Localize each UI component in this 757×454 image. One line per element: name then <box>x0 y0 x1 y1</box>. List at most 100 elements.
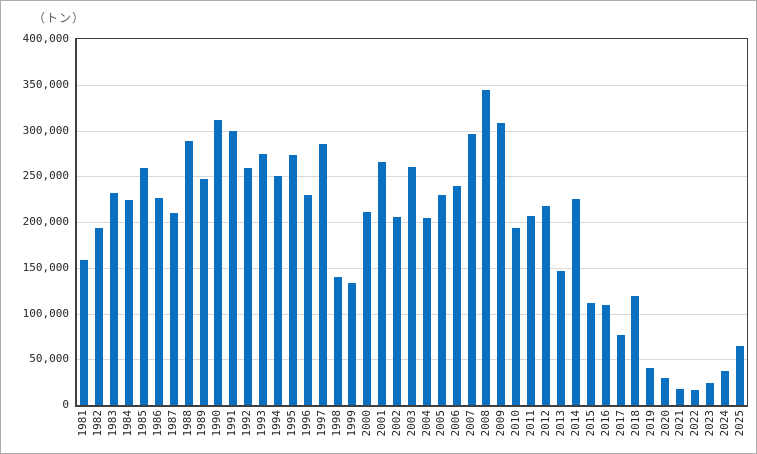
bar-slot <box>613 39 628 405</box>
x-tick-label-2017: 2017 <box>613 410 627 437</box>
bar-slot <box>360 39 375 405</box>
x-tick-slot: 2002 <box>389 410 404 437</box>
bar-slot <box>375 39 390 405</box>
x-tick-slot: 2006 <box>448 410 463 437</box>
bar-slot <box>137 39 152 405</box>
x-tick-slot: 1995 <box>284 410 299 437</box>
bar-slot <box>434 39 449 405</box>
y-tick-label: 150,000 <box>22 260 69 274</box>
x-tick-slot: 2000 <box>359 410 374 437</box>
y-tick-label: 300,000 <box>22 123 69 137</box>
bar-1998 <box>333 276 342 405</box>
x-tick-label-2015: 2015 <box>583 410 597 437</box>
bar-2000 <box>363 211 372 405</box>
x-tick-label-2020: 2020 <box>658 410 672 437</box>
bar-1987 <box>169 212 178 405</box>
y-tick-label: 200,000 <box>22 215 69 228</box>
bar-slot <box>568 39 583 405</box>
x-tick-label-1982: 1982 <box>90 410 104 437</box>
bar-1981 <box>80 260 89 405</box>
x-tick-slot: 2015 <box>583 410 598 437</box>
bar-slot <box>241 39 256 405</box>
x-tick-slot: 1991 <box>224 410 239 437</box>
plot-area <box>75 38 748 407</box>
bar-2001 <box>378 161 387 405</box>
x-tick-slot: 2012 <box>538 410 553 437</box>
x-tick-label-1985: 1985 <box>135 410 149 437</box>
bar-slot <box>122 39 137 405</box>
bar-2016 <box>601 305 610 405</box>
bar-1986 <box>154 198 163 405</box>
bar-slot <box>598 39 613 405</box>
bar-2025 <box>735 345 744 405</box>
bar-slot <box>226 39 241 405</box>
bar-slot <box>166 39 181 405</box>
bar-slot <box>405 39 420 405</box>
bar-slot <box>732 39 747 405</box>
bar-slot <box>211 39 226 405</box>
x-tick-slot: 1999 <box>344 410 359 437</box>
y-tick-label: 50,000 <box>29 352 69 366</box>
bar-2022 <box>690 390 699 405</box>
x-tick-slot: 2022 <box>687 410 702 437</box>
bar-2015 <box>586 303 595 405</box>
x-tick-label-1989: 1989 <box>195 410 209 437</box>
x-tick-label-2007: 2007 <box>464 410 478 437</box>
x-tick-slot: 1982 <box>90 410 105 437</box>
x-tick-label-1999: 1999 <box>344 410 358 437</box>
x-tick-label-1994: 1994 <box>270 410 284 437</box>
bar-1999 <box>348 283 357 405</box>
bar-2014 <box>571 199 580 405</box>
bar-2002 <box>393 217 402 405</box>
bar-1993 <box>259 154 268 405</box>
x-tick-label-1993: 1993 <box>255 410 269 437</box>
x-tick-label-1992: 1992 <box>240 410 254 437</box>
x-tick-slot: 2014 <box>568 410 583 437</box>
bar-2019 <box>646 368 655 405</box>
x-tick-label-1984: 1984 <box>120 410 134 437</box>
x-tick-label-2006: 2006 <box>449 410 463 437</box>
y-tick-label: 0 <box>62 398 69 411</box>
x-tick-slot: 1988 <box>180 410 195 437</box>
bar-1992 <box>244 168 253 405</box>
bar-slot <box>315 39 330 405</box>
x-tick-label-1987: 1987 <box>165 410 179 437</box>
bar-1991 <box>229 131 238 405</box>
bar-1982 <box>95 228 104 405</box>
x-axis-tick-labels: 1981 1982 1983 1984 1985 1986 1987 1988 1989 1990… <box>75 410 747 437</box>
bar-slot <box>92 39 107 405</box>
x-tick-label-2013: 2013 <box>553 410 567 437</box>
bar-slot <box>419 39 434 405</box>
bar-slot <box>256 39 271 405</box>
x-tick-label-1995: 1995 <box>285 410 299 437</box>
bar-slot <box>107 39 122 405</box>
bar-slot <box>196 39 211 405</box>
bar-slot <box>643 39 658 405</box>
x-tick-label-2002: 2002 <box>389 410 403 437</box>
gridline <box>77 130 747 132</box>
bar-slot <box>688 39 703 405</box>
x-tick-slot: 1997 <box>314 410 329 437</box>
x-tick-label-2010: 2010 <box>509 410 523 437</box>
x-tick-label-2004: 2004 <box>419 410 433 437</box>
bar-2009 <box>497 123 506 405</box>
x-tick-label-2001: 2001 <box>374 410 388 437</box>
bar-slot <box>673 39 688 405</box>
bar-slot <box>539 39 554 405</box>
gridline <box>77 84 747 86</box>
bar-2005 <box>437 195 446 405</box>
bar-2004 <box>422 218 431 405</box>
x-tick-label-2018: 2018 <box>628 410 642 437</box>
bar-slot <box>285 39 300 405</box>
x-tick-slot: 2009 <box>493 410 508 437</box>
bar-slot <box>464 39 479 405</box>
x-tick-slot: 1994 <box>269 410 284 437</box>
x-tick-label-2016: 2016 <box>598 410 612 437</box>
y-axis-unit-label: （トン） <box>33 11 86 25</box>
x-tick-slot: 2019 <box>643 410 658 437</box>
x-tick-slot: 1993 <box>254 410 269 437</box>
bar-2020 <box>661 378 670 405</box>
bar-1989 <box>199 179 208 405</box>
x-tick-slot: 2020 <box>658 410 673 437</box>
bar-1990 <box>214 120 223 405</box>
